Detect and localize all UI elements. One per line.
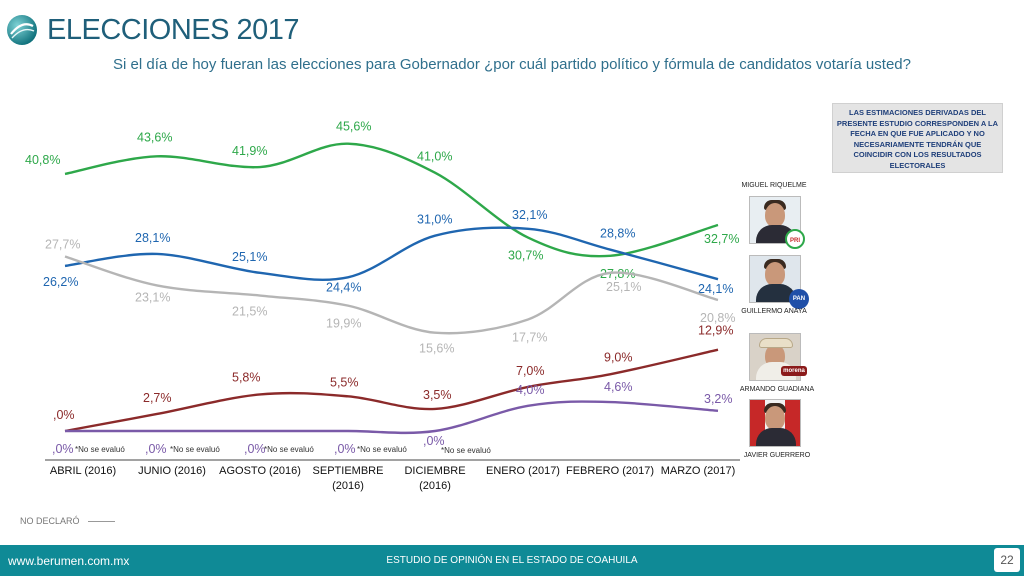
x-tick-label-2: AGOSTO (2016) [219, 465, 301, 477]
legend-no-declaro-line [88, 521, 115, 522]
data-label-s4-p6: 4,6% [604, 380, 633, 394]
data-label-s1-p4: 31,0% [417, 213, 452, 227]
candidate-photo-guerrero [749, 399, 801, 447]
disclaimer-box: LAS ESTIMACIONES DERIVADAS DEL PRESENTE … [832, 103, 1003, 173]
series-line-4 [65, 400, 719, 435]
series-line-1 [64, 226, 719, 281]
data-label-s3-p6: 9,0% [604, 350, 633, 364]
footer-study: ESTUDIO DE OPINIÓN EN EL ESTADO DE COAHU… [386, 555, 638, 566]
not-evaluated-note-2: *No se evaluó [264, 445, 314, 454]
series-line-2 [64, 255, 719, 335]
data-label-s1-p2: 25,1% [232, 250, 267, 264]
line-chart: 40,8% 43,6% 41,9% 45,6% 41,0% 30,7% 27,8% 32,7%… [25, 120, 740, 492]
x-tick-label-6: FEBRERO (2017) [566, 465, 654, 477]
not-evaluated-note-4: *No se evaluó [441, 446, 491, 455]
data-label-s4-p1: ,0% [145, 442, 167, 456]
candidate-name-guerrero: JAVIER GUERRERO [743, 452, 811, 459]
data-label-s2-p2: 21,5% [232, 305, 267, 319]
footer-bar: www.berumen.com.mx ESTUDIO DE OPINIÓN EN… [0, 545, 1024, 576]
data-label-s0-p6: 27,8% [600, 267, 635, 281]
data-label-s1-p5: 32,1% [512, 208, 547, 222]
data-label-s4-p2: ,0% [244, 442, 266, 456]
data-label-s0-p3: 45,6% [336, 120, 371, 134]
data-label-s3-p1: 2,7% [143, 391, 172, 405]
data-label-s0-p5: 30,7% [508, 249, 543, 263]
page-subtitle: Si el día de hoy fueran las elecciones p… [113, 56, 911, 73]
data-label-s2-p0: 27,7% [45, 237, 80, 251]
not-evaluated-note-1: *No se evaluó [170, 445, 220, 454]
legend-no-declaro: NO DECLARÓ [20, 516, 80, 526]
pri-party-icon: PRI [785, 229, 805, 249]
data-label-s2-p3: 19,9% [326, 317, 361, 331]
x-tick-label-5: ENERO (2017) [486, 465, 560, 477]
data-label-s4-p5: 4,0% [516, 383, 545, 397]
morena-party-icon: morena [781, 366, 807, 376]
data-label-s3-p5: 7,0% [516, 364, 545, 378]
data-label-s0-p2: 41,9% [232, 144, 267, 158]
data-label-s3-p2: 5,8% [232, 370, 261, 384]
data-label-s2-p5: 17,7% [512, 330, 547, 344]
x-tick-label-3: SEPTIEMBRE (2016) [313, 465, 384, 492]
data-label-s0-p1: 43,6% [137, 130, 172, 144]
berumen-logo-icon [7, 15, 37, 45]
series-line-0 [64, 142, 719, 258]
data-label-s4-p0: ,0% [52, 442, 74, 456]
candidate-name-guadiana: ARMANDO GUADIANA [739, 386, 815, 393]
data-label-s2-p6: 25,1% [606, 280, 641, 294]
data-label-s4-p7: 3,2% [704, 392, 733, 406]
candidate-name-riquelme: MIGUEL RIQUELME [741, 182, 807, 189]
x-tick-label-4: DICIEMBRE (2016) [404, 465, 465, 492]
data-label-s2-p7: 20,8% [700, 311, 735, 325]
data-label-s4-p3: ,0% [334, 442, 356, 456]
data-label-s3-p4: 3,5% [423, 388, 452, 402]
not-evaluated-note-3: *No se evaluó [357, 445, 407, 454]
footer-url: www.berumen.com.mx [8, 554, 130, 568]
data-label-s4-p4: ,0% [423, 434, 445, 448]
not-evaluated-note-0: *No se evaluó [75, 445, 125, 454]
data-label-s1-p0: 26,2% [43, 275, 78, 289]
series-line-3 [64, 348, 719, 433]
page-number: 22 [994, 548, 1020, 572]
data-label-s0-p0: 40,8% [25, 153, 60, 167]
data-label-s3-p7: 12,9% [698, 324, 733, 338]
data-label-s3-p0: ,0% [53, 408, 75, 422]
data-label-s1-p6: 28,8% [600, 227, 635, 241]
data-label-s3-p3: 5,5% [330, 375, 359, 389]
data-label-s1-p3: 24,4% [326, 280, 361, 294]
page-title: ELECCIONES 2017 [47, 14, 300, 46]
data-label-s2-p4: 15,6% [419, 342, 454, 356]
x-tick-label-1: JUNIO (2016) [138, 465, 206, 477]
pan-party-icon: PAN [789, 289, 809, 309]
data-label-s2-p1: 23,1% [135, 290, 170, 304]
data-label-s1-p1: 28,1% [135, 231, 170, 245]
data-label-s0-p7: 32,7% [704, 232, 739, 246]
candidate-name-anaya: GUILLERMO ANAYA [741, 308, 807, 315]
x-tick-label-7: MARZO (2017) [661, 465, 736, 477]
data-label-s0-p4: 41,0% [417, 150, 452, 164]
data-label-s1-p7: 24,1% [698, 282, 733, 296]
x-tick-label-0: ABRIL (2016) [50, 465, 116, 477]
